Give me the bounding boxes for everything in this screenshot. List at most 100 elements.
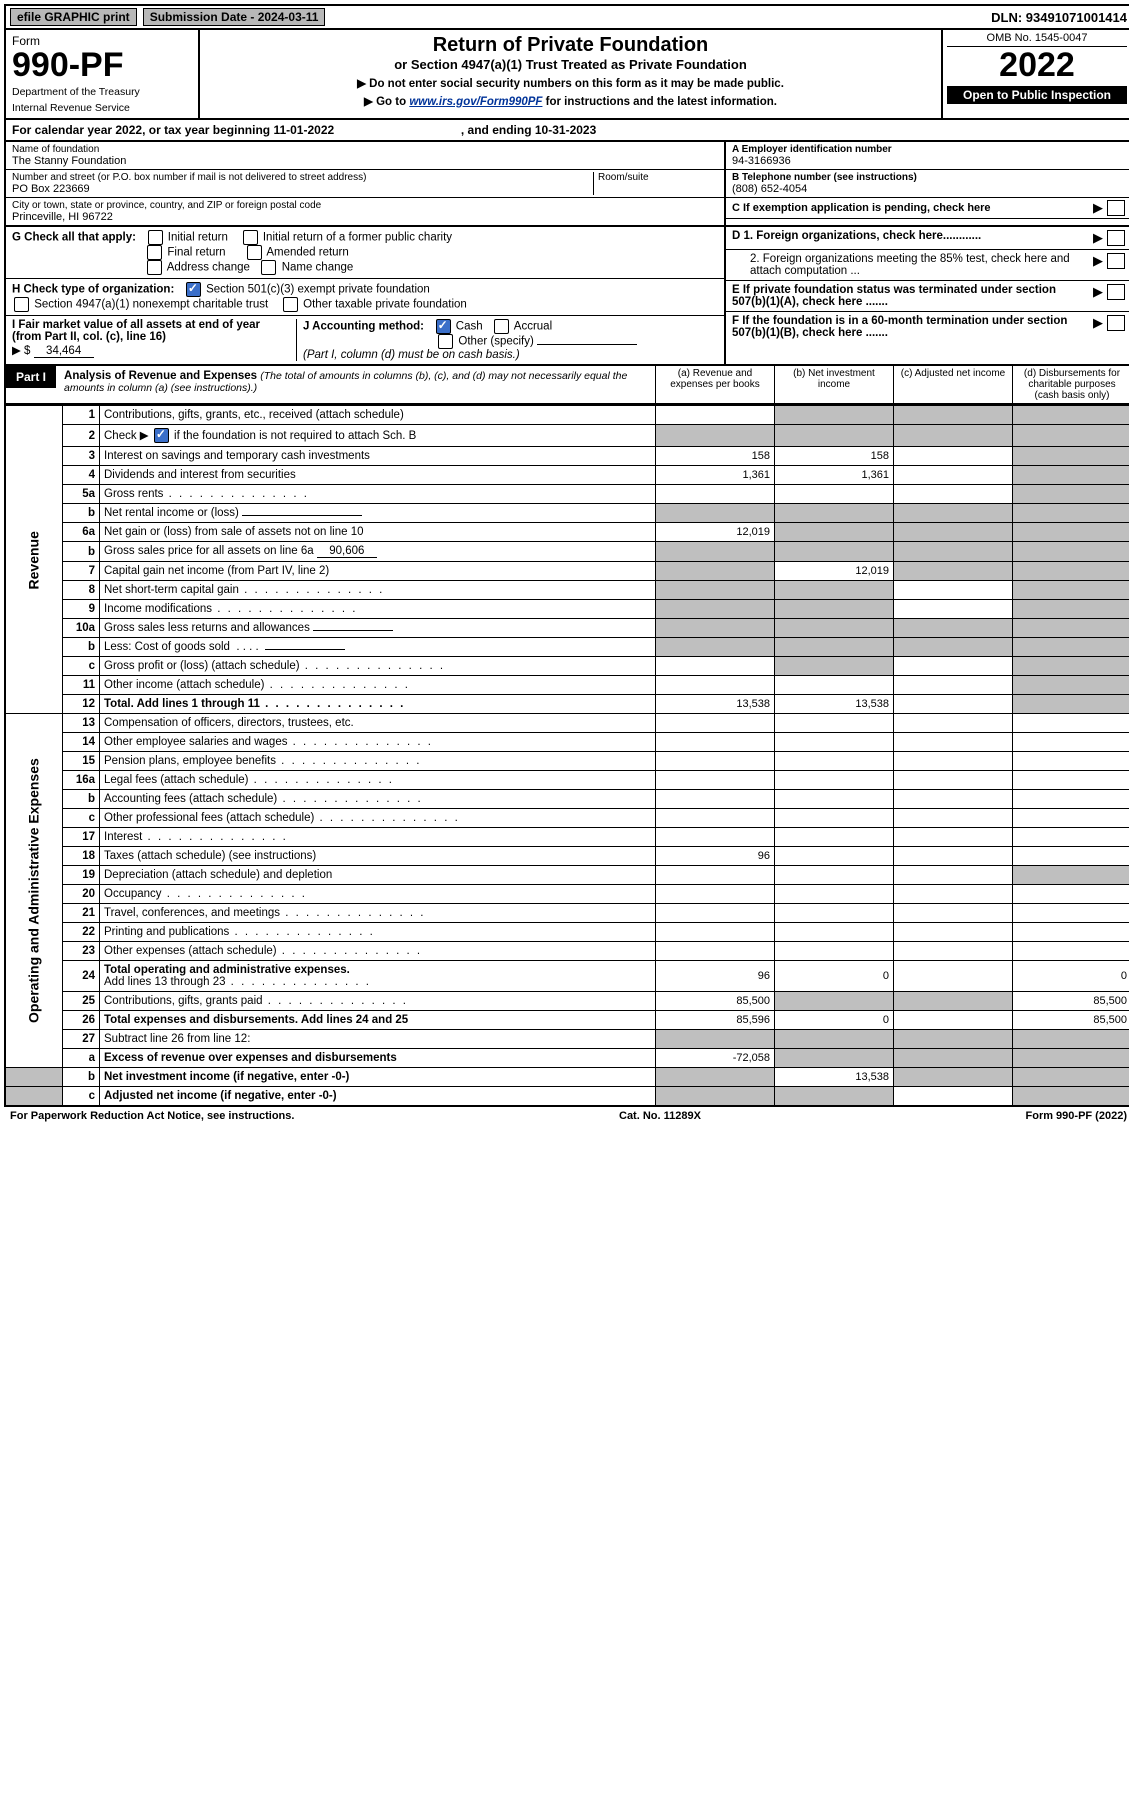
r1: Contributions, gifts, grants, etc., rece… bbox=[100, 406, 656, 425]
irs-link[interactable]: www.irs.gov/Form990PF bbox=[409, 96, 542, 108]
e-text: E If private foundation status was termi… bbox=[732, 284, 1093, 308]
note-link: ▶ Go to www.irs.gov/Form990PF for instru… bbox=[206, 94, 935, 108]
g3: Final return bbox=[167, 247, 225, 259]
revenue-side-label: Revenue bbox=[5, 406, 63, 714]
r27: Subtract line 26 from line 12: bbox=[100, 1030, 656, 1049]
table-row: 9Income modifications bbox=[5, 600, 1129, 619]
r6b: Gross sales price for all assets on line… bbox=[100, 542, 656, 562]
footer-cat: Cat. No. 11289X bbox=[619, 1110, 701, 1122]
note-link-pre: ▶ Go to bbox=[364, 96, 409, 108]
col-a-header: (a) Revenue and expenses per books bbox=[655, 366, 774, 403]
table-row: 5aGross rents bbox=[5, 485, 1129, 504]
r4-b: 1,361 bbox=[775, 466, 894, 485]
other-taxable-checkbox[interactable] bbox=[283, 297, 298, 312]
table-row: 14Other employee salaries and wages bbox=[5, 733, 1129, 752]
r5a: Gross rents bbox=[100, 485, 656, 504]
g-label: G Check all that apply: bbox=[12, 232, 136, 244]
d1-checkbox[interactable] bbox=[1107, 230, 1125, 246]
table-row: 11Other income (attach schedule) bbox=[5, 676, 1129, 695]
table-row: bLess: Cost of goods sold . . . . bbox=[5, 638, 1129, 657]
r7-b: 12,019 bbox=[775, 562, 894, 581]
h1: Section 501(c)(3) exempt private foundat… bbox=[206, 284, 430, 296]
d2-checkbox[interactable] bbox=[1107, 253, 1125, 269]
other-method-checkbox[interactable] bbox=[438, 334, 453, 349]
amended-checkbox[interactable] bbox=[247, 245, 262, 260]
e-checkbox[interactable] bbox=[1107, 284, 1125, 300]
h-label: H Check type of organization: bbox=[12, 284, 174, 296]
table-row: 6aNet gain or (loss) from sale of assets… bbox=[5, 523, 1129, 542]
info-grid: Name of foundation The Stanny Foundation… bbox=[4, 142, 1129, 227]
cal-mid: , and ending bbox=[461, 123, 535, 137]
accrual-checkbox[interactable] bbox=[494, 319, 509, 334]
f-checkbox[interactable] bbox=[1107, 315, 1125, 331]
footer-form: Form 990-PF (2022) bbox=[1026, 1110, 1127, 1122]
city-label: City or town, state or province, country… bbox=[12, 200, 718, 211]
efile-button[interactable]: efile GRAPHIC print bbox=[10, 8, 137, 26]
table-row: 8Net short-term capital gain bbox=[5, 581, 1129, 600]
j-note: (Part I, column (d) must be on cash basi… bbox=[303, 349, 520, 361]
j1: Cash bbox=[456, 321, 483, 333]
j-label: J Accounting method: bbox=[303, 321, 424, 333]
address-change-checkbox[interactable] bbox=[147, 260, 162, 275]
cal-begin: 11-01-2022 bbox=[273, 123, 334, 137]
ij-line: I Fair market value of all assets at end… bbox=[6, 316, 724, 364]
h-line: H Check type of organization: Section 50… bbox=[6, 279, 724, 316]
final-return-checkbox[interactable] bbox=[147, 245, 162, 260]
i-value: 34,464 bbox=[34, 345, 94, 358]
exemption-checkbox[interactable] bbox=[1107, 200, 1125, 216]
arrow-icon: ▶ bbox=[1093, 315, 1103, 331]
h3: Other taxable private foundation bbox=[303, 299, 467, 311]
r6a: Net gain or (loss) from sale of assets n… bbox=[100, 523, 656, 542]
r21: Travel, conferences, and meetings bbox=[100, 904, 656, 923]
d1-line: D 1. Foreign organizations, check here..… bbox=[726, 227, 1129, 250]
r27c: Adjusted net income (if negative, enter … bbox=[100, 1087, 656, 1107]
table-row: 2 Check ▶ if the foundation is not requi… bbox=[5, 425, 1129, 447]
r26-d: 85,500 bbox=[1013, 1011, 1129, 1030]
r2: Check ▶ if the foundation is not require… bbox=[100, 425, 656, 447]
h2: Section 4947(a)(1) nonexempt charitable … bbox=[34, 299, 268, 311]
table-row: 23Other expenses (attach schedule) bbox=[5, 942, 1129, 961]
r26-a: 85,596 bbox=[656, 1011, 775, 1030]
table-row: bGross sales price for all assets on lin… bbox=[5, 542, 1129, 562]
expenses-side-label: Operating and Administrative Expenses bbox=[5, 714, 63, 1068]
g6: Name change bbox=[282, 262, 354, 274]
table-row: bNet rental income or (loss) bbox=[5, 504, 1129, 523]
table-row: 21Travel, conferences, and meetings bbox=[5, 904, 1129, 923]
initial-former-checkbox[interactable] bbox=[243, 230, 258, 245]
cal-pre: For calendar year 2022, or tax year begi… bbox=[12, 123, 273, 137]
r4-a: 1,361 bbox=[656, 466, 775, 485]
submission-date: Submission Date - 2024-03-11 bbox=[143, 8, 326, 26]
r24-d: 0 bbox=[1013, 961, 1129, 992]
table-row: Revenue 1Contributions, gifts, grants, e… bbox=[5, 406, 1129, 425]
r8: Net short-term capital gain bbox=[100, 581, 656, 600]
table-row: 25Contributions, gifts, grants paid 85,5… bbox=[5, 992, 1129, 1011]
dln: DLN: 93491071001414 bbox=[991, 10, 1127, 25]
g-line: G Check all that apply: Initial return I… bbox=[6, 227, 724, 279]
name-change-checkbox[interactable] bbox=[261, 260, 276, 275]
name-label: Name of foundation bbox=[12, 144, 718, 155]
footer-left: For Paperwork Reduction Act Notice, see … bbox=[10, 1110, 294, 1122]
arrow-icon: ▶ bbox=[1093, 253, 1103, 269]
initial-return-checkbox[interactable] bbox=[148, 230, 163, 245]
501c3-checkbox[interactable] bbox=[186, 282, 201, 297]
r23: Other expenses (attach schedule) bbox=[100, 942, 656, 961]
irs-label: Internal Revenue Service bbox=[12, 102, 192, 114]
table-row: 18Taxes (attach schedule) (see instructi… bbox=[5, 847, 1129, 866]
cash-checkbox[interactable] bbox=[436, 319, 451, 334]
dept-treasury: Department of the Treasury bbox=[12, 86, 192, 98]
4947-checkbox[interactable] bbox=[14, 297, 29, 312]
arrow-icon: ▶ bbox=[1093, 230, 1103, 246]
r6a-val: 12,019 bbox=[656, 523, 775, 542]
table-row: Operating and Administrative Expenses 13… bbox=[5, 714, 1129, 733]
note-link-post: for instructions and the latest informat… bbox=[542, 96, 777, 108]
schb-checkbox[interactable] bbox=[154, 428, 169, 443]
calendar-year-line: For calendar year 2022, or tax year begi… bbox=[4, 120, 1129, 142]
form-number: 990-PF bbox=[12, 48, 192, 82]
table-row: cAdjusted net income (if negative, enter… bbox=[5, 1087, 1129, 1107]
ein-value: 94-3166936 bbox=[732, 155, 1125, 167]
r20: Occupancy bbox=[100, 885, 656, 904]
form-title: Return of Private Foundation bbox=[206, 34, 935, 57]
exemption-pending-label: C If exemption application is pending, c… bbox=[732, 202, 991, 214]
d2-line: 2. Foreign organizations meeting the 85%… bbox=[726, 250, 1129, 281]
table-row: 26Total expenses and disbursements. Add … bbox=[5, 1011, 1129, 1030]
